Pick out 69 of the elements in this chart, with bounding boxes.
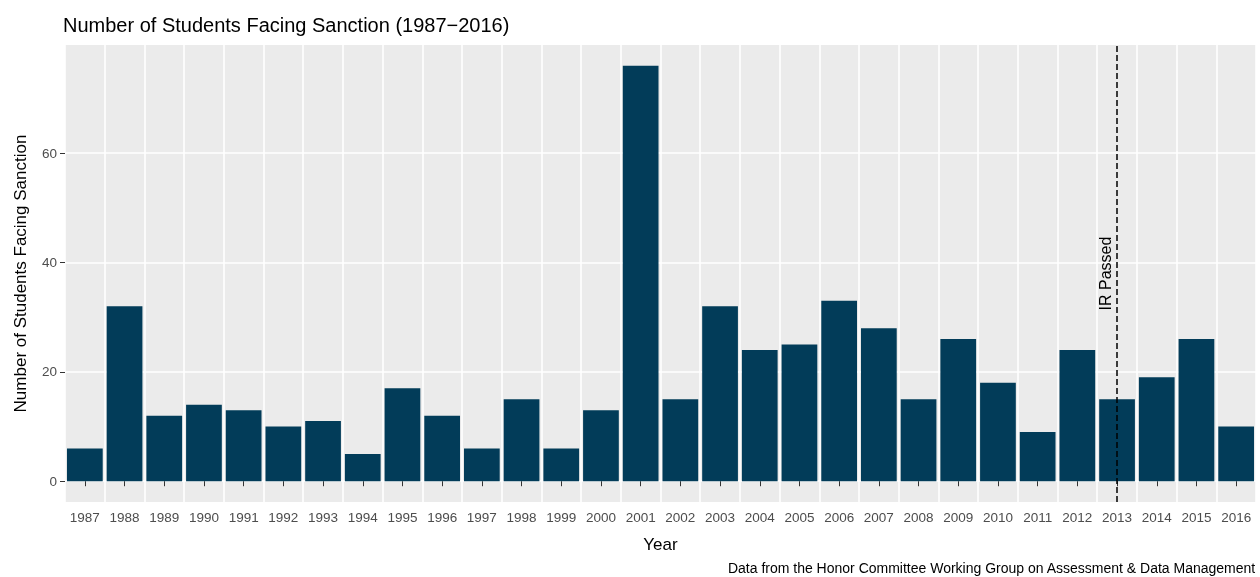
y-tick-label: 0 <box>49 473 57 489</box>
bar <box>344 453 381 482</box>
bar <box>702 306 738 482</box>
bar <box>384 388 421 482</box>
x-tick-label: 1989 <box>149 509 180 525</box>
x-tick-label: 2013 <box>1102 509 1133 525</box>
bar <box>463 448 500 482</box>
bar <box>66 448 103 482</box>
bar <box>622 65 659 482</box>
bar <box>543 448 580 482</box>
bar <box>980 382 1016 482</box>
x-tick-label: 2009 <box>943 509 974 525</box>
x-tick-label: 1998 <box>506 509 537 525</box>
chart-title: Number of Students Facing Sanction (1987−2016) <box>63 14 510 36</box>
x-tick-label: 2015 <box>1181 509 1212 525</box>
x-tick-label: 2010 <box>982 509 1013 525</box>
bar <box>1178 339 1215 482</box>
bar <box>821 300 858 482</box>
bar <box>1138 377 1175 482</box>
x-tick-label: 2004 <box>744 509 776 525</box>
x-tick-label: 1997 <box>466 509 497 525</box>
x-tick-label: 1991 <box>228 509 259 525</box>
x-tick-label: 2006 <box>824 509 855 525</box>
bar <box>860 328 897 482</box>
bar <box>265 426 302 482</box>
bar <box>106 306 143 482</box>
x-tick-label: 1996 <box>427 509 458 525</box>
bar <box>1099 399 1135 482</box>
bar <box>741 350 778 482</box>
bar <box>662 399 699 482</box>
bar <box>1218 426 1255 482</box>
y-tick-label: 40 <box>41 255 57 271</box>
bar <box>146 415 183 482</box>
bar <box>503 399 540 482</box>
x-tick-label: 1995 <box>387 509 418 525</box>
bar <box>225 410 262 482</box>
x-tick-label: 1990 <box>188 509 219 525</box>
x-tick-label: 2011 <box>1023 509 1053 525</box>
x-tick-label: 2008 <box>903 509 934 525</box>
bar <box>900 399 937 482</box>
x-tick-label: 2005 <box>784 509 815 525</box>
x-axis-title: Year <box>643 535 679 554</box>
x-tick-label: 2002 <box>665 509 696 525</box>
text: Data from the Honor Committee Working Group on Assessment & Data Management <box>727 560 1256 576</box>
bar <box>781 344 818 482</box>
x-tick-label: 1994 <box>347 509 379 525</box>
x-tick-label: 1992 <box>268 509 299 525</box>
y-axis-title: Number of Students Facing Sanction <box>11 134 30 413</box>
bar <box>1019 432 1056 482</box>
x-tick-label: 1993 <box>308 509 339 525</box>
bar <box>583 410 619 482</box>
x-tick-label: 2016 <box>1221 509 1252 525</box>
bar <box>186 404 222 482</box>
x-tick-label: 2012 <box>1062 509 1093 525</box>
ref-line-label: IR Passed <box>1096 236 1114 311</box>
x-tick-label: 2007 <box>863 509 894 525</box>
x-tick-label: 2000 <box>585 509 616 525</box>
x-tick-label: 1988 <box>109 509 140 525</box>
x-tick-label: 1987 <box>69 509 100 525</box>
x-tick-label: 2003 <box>705 509 736 525</box>
bar <box>1059 350 1096 482</box>
x-tick-label: 1999 <box>546 509 577 525</box>
x-tick-label: 2014 <box>1141 509 1173 525</box>
y-tick-label: 60 <box>41 145 57 161</box>
bar <box>424 415 461 482</box>
x-tick-label: 2001 <box>625 509 656 525</box>
bar <box>305 421 341 482</box>
y-tick-label: 20 <box>41 364 57 380</box>
bar <box>940 339 977 482</box>
